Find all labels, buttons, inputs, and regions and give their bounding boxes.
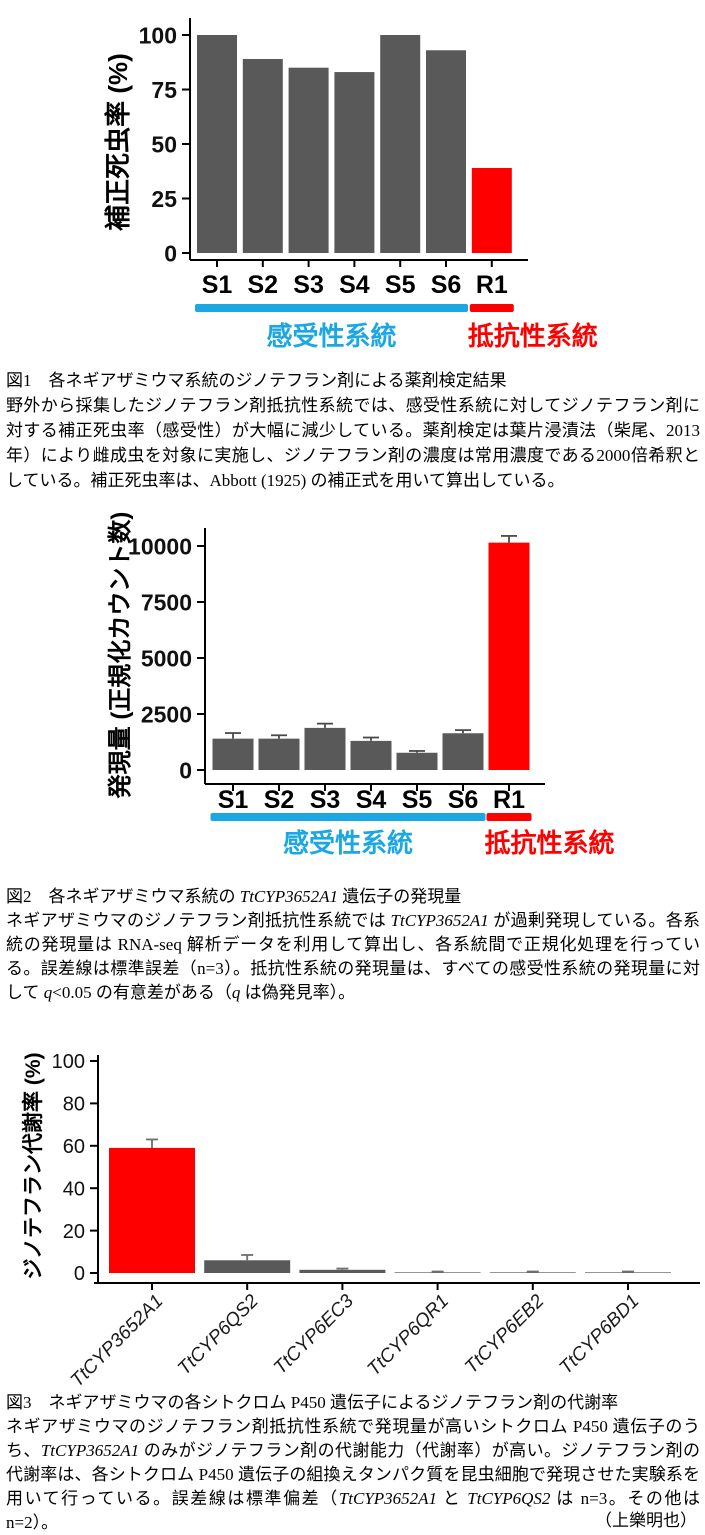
svg-text:補正死虫率 (%): 補正死虫率 (%): [103, 53, 133, 232]
caption-text: 図2 各ネギアザミウマ系統の: [6, 887, 240, 906]
figure3-caption-body: ネギアザミウマのジノテフラン剤抵抗性系統で発現量が高いシトクロム P450 遺伝…: [6, 1415, 700, 1535]
svg-text:100: 100: [52, 1051, 85, 1073]
svg-text:TtCYP6QR1: TtCYP6QR1: [364, 1291, 454, 1381]
caption-text: は n=3。その他は n=2）。: [6, 1489, 701, 1532]
svg-text:60: 60: [63, 1136, 85, 1158]
svg-text:75: 75: [151, 77, 177, 103]
svg-text:20: 20: [63, 1221, 85, 1243]
gene-name: TtCYP6QS2: [467, 1489, 551, 1508]
svg-text:25: 25: [151, 186, 177, 212]
caption-text: は偽発見率）。: [240, 983, 356, 1002]
figure1-caption-title: 図1 各ネギアザミウマ系統のジノテフラン剤による薬剤検定結果: [6, 371, 507, 390]
caption-text: 遺伝子の発現量: [338, 887, 462, 906]
figure1-caption-body: 野外から採集したジノテフラン剤抵抗性系統では、感受性系統に対してジノテフラン剤に…: [6, 396, 700, 490]
caption-text: が過剰発現している。各系統の発現量は RNA-seq 解析データを利用して算出し…: [6, 911, 700, 1002]
svg-text:TtCYP6QS2: TtCYP6QS2: [174, 1290, 263, 1379]
svg-text:2500: 2500: [141, 701, 192, 727]
stat-symbol: q: [231, 983, 241, 1002]
figure1-caption: 図1 各ネギアザミウマ系統のジノテフラン剤による薬剤検定結果 野外から採集したジ…: [6, 368, 700, 493]
svg-text:7500: 7500: [141, 589, 192, 615]
svg-text:抵抗性系統: 抵抗性系統: [485, 828, 615, 858]
svg-text:100: 100: [139, 22, 177, 48]
gene-name: TtCYP3652A1: [239, 887, 338, 906]
figure2-caption-title: 図2 各ネギアザミウマ系統の TtCYP3652A1 遺伝子の発現量: [6, 885, 700, 909]
svg-text:S3: S3: [293, 271, 324, 299]
svg-text:TtCYP6EB2: TtCYP6EB2: [461, 1290, 549, 1378]
caption-text: のみがジノテフラン剤の代謝能力（代謝率）が高い。ジノテフラン剤の代謝率は、各シト…: [6, 1441, 701, 1508]
svg-text:感受性系統: 感受性系統: [283, 828, 413, 858]
svg-text:S2: S2: [248, 271, 279, 299]
svg-text:10000: 10000: [128, 533, 192, 559]
svg-text:発現量 (正規化カウント数): 発現量 (正規化カウント数): [106, 512, 134, 800]
svg-text:R1: R1: [493, 786, 525, 814]
svg-text:0: 0: [179, 757, 192, 783]
svg-text:S3: S3: [310, 786, 341, 814]
caption-text: <0.05 の有意差がある（: [52, 983, 232, 1002]
svg-text:80: 80: [63, 1094, 85, 1116]
svg-text:TtCYP3652A1: TtCYP3652A1: [67, 1291, 168, 1392]
figure3-caption-title: 図3 ネギアザミウマの各シトクロム P450 遺伝子によるジノテフラン剤の代謝率: [6, 1393, 619, 1412]
svg-text:感受性系統: 感受性系統: [266, 321, 396, 351]
svg-text:0: 0: [74, 1263, 85, 1285]
gene-name: TtCYP3652A1: [390, 911, 489, 930]
svg-text:S5: S5: [385, 271, 416, 299]
svg-text:R1: R1: [476, 271, 508, 299]
svg-text:S6: S6: [448, 786, 479, 814]
figure2-caption-body: ネギアザミウマのジノテフラン剤抵抗性系統では TtCYP3652A1 が過剰発現…: [6, 909, 700, 1005]
gene-name: TtCYP3652A1: [40, 1441, 140, 1460]
svg-text:S1: S1: [202, 271, 233, 299]
svg-text:TtCYP6BD1: TtCYP6BD1: [556, 1291, 644, 1379]
figure3-caption: 図3 ネギアザミウマの各シトクロム P450 遺伝子によるジノテフラン剤の代謝率…: [6, 1391, 700, 1535]
svg-text:S1: S1: [218, 786, 249, 814]
caption-text: と: [437, 1489, 468, 1508]
svg-text:ジノテフラン代謝率 (%): ジノテフラン代謝率 (%): [21, 1052, 45, 1279]
caption-text: ネギアザミウマのジノテフラン剤抵抗性系統で発現量が高いシトクロム P450 遺伝…: [6, 1417, 700, 1460]
svg-text:0: 0: [164, 240, 177, 266]
svg-text:S5: S5: [402, 786, 433, 814]
svg-text:S4: S4: [339, 271, 370, 299]
caption-text: ネギアザミウマのジノテフラン剤抵抗性系統では: [6, 911, 391, 930]
svg-text:40: 40: [63, 1178, 85, 1200]
svg-text:5000: 5000: [141, 645, 192, 671]
stat-symbol: q: [43, 983, 53, 1002]
svg-text:S6: S6: [431, 271, 462, 299]
gene-name: TtCYP3652A1: [338, 1489, 438, 1508]
svg-text:TtCYP6EC3: TtCYP6EC3: [270, 1290, 358, 1378]
svg-text:50: 50: [151, 131, 177, 157]
svg-text:抵抗性系統: 抵抗性系統: [468, 321, 598, 351]
figure2-caption: 図2 各ネギアザミウマ系統の TtCYP3652A1 遺伝子の発現量 ネギアザミ…: [6, 885, 700, 1005]
svg-text:S2: S2: [264, 786, 295, 814]
author-credit: （上樂明也）: [595, 1511, 697, 1530]
svg-text:S4: S4: [356, 786, 387, 814]
